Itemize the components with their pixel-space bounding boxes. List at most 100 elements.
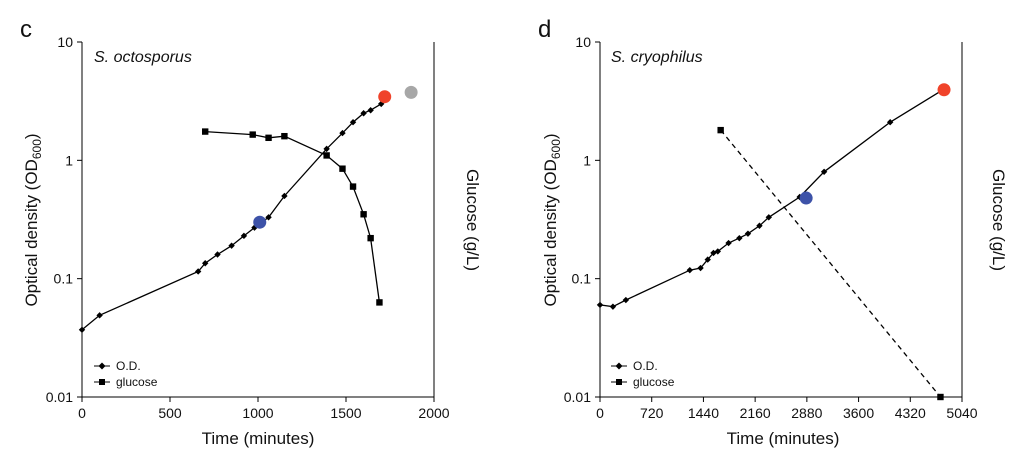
glucose-data-point xyxy=(265,134,272,142)
legend-od-marker xyxy=(615,362,623,370)
panel-letter-d: d xyxy=(538,16,551,43)
panel-c-y-axis-label: Optical density (OD600) xyxy=(22,133,44,306)
od-series-line xyxy=(81,103,382,331)
panel-d-markers xyxy=(596,87,946,401)
od-data-point xyxy=(240,232,248,240)
panel-c-title: S. octosporus xyxy=(94,49,192,66)
y-tick-label: 10 xyxy=(57,34,73,50)
glucose-data-point xyxy=(339,165,346,172)
glucose-data-point xyxy=(937,393,944,401)
od-data-point xyxy=(349,119,357,126)
od-data-point xyxy=(622,296,630,304)
panel-c-x-ticks: 0 500 1000 1500 2000 xyxy=(78,397,450,421)
od-data-point xyxy=(323,145,330,153)
od-data-point xyxy=(725,239,732,247)
highlight-point xyxy=(253,215,267,229)
od-data-point xyxy=(714,248,721,255)
y-tick-label: 0.1 xyxy=(572,271,592,287)
panel-c-y-ticks: 0.01 0.1 1 10 xyxy=(46,34,82,405)
panel-c-legend-od: O.D. xyxy=(116,359,141,373)
x-tick-label: 2000 xyxy=(418,405,449,421)
od-data-point xyxy=(265,214,272,221)
legend-od-marker xyxy=(98,362,106,370)
od-data-point xyxy=(886,119,894,126)
panel-c-y-label-sub: 600 xyxy=(30,139,44,159)
y-tick-label: 0.1 xyxy=(54,271,74,287)
panel-d-y-label-main: Optical density (OD xyxy=(541,159,560,306)
highlight-point xyxy=(799,191,813,205)
od-data-point xyxy=(339,129,346,137)
x-tick-label: 2880 xyxy=(791,405,822,421)
glucose-data-point xyxy=(349,183,357,190)
panel-c-series-lines xyxy=(81,103,382,331)
panel-d-y-label-end: ) xyxy=(541,133,560,139)
x-tick-label: 1440 xyxy=(688,405,719,421)
panel-d-series-lines xyxy=(599,89,943,398)
od-data-point xyxy=(820,168,828,176)
x-tick-label: 1500 xyxy=(330,405,361,421)
od-data-point xyxy=(596,301,604,309)
y-tick-label: 10 xyxy=(575,34,591,50)
panel-c-legend: O.D. glucose xyxy=(94,359,158,389)
panel-d-x-axis-label: Time (minutes) xyxy=(727,429,840,448)
legend-glucose-marker xyxy=(616,379,622,385)
od-data-point xyxy=(78,326,86,333)
glucose-series-line xyxy=(205,130,381,303)
glucose-data-point xyxy=(323,152,330,159)
glucose-data-point xyxy=(717,126,724,134)
od-data-point xyxy=(367,107,374,114)
panel-c-markers xyxy=(78,100,385,333)
x-tick-label: 1000 xyxy=(242,405,273,421)
highlight-point xyxy=(937,83,951,97)
legend-glucose-marker xyxy=(99,379,105,385)
x-tick-label: 720 xyxy=(640,405,664,421)
x-tick-label: 3600 xyxy=(843,405,874,421)
panel-c-chart: c S. octosporus 0 500 1000 1500 2000 0.01 0.1… xyxy=(20,16,482,448)
panel-c-highlight-points xyxy=(253,85,418,229)
od-data-point xyxy=(736,234,743,242)
od-data-point xyxy=(609,303,617,310)
od-data-point xyxy=(697,264,704,272)
glucose-data-point xyxy=(202,128,209,135)
panel-letter-c: c xyxy=(20,16,32,43)
y-tick-label: 0.01 xyxy=(46,389,73,405)
od-data-point xyxy=(765,214,772,221)
panel-d-axes xyxy=(599,42,963,398)
od-data-point xyxy=(281,192,288,200)
panel-c-y-label-end: ) xyxy=(22,133,41,139)
glucose-data-point xyxy=(281,132,288,140)
panel-d-y-axis-label: Optical density (OD600) xyxy=(541,133,563,306)
od-data-point xyxy=(686,266,693,274)
od-data-point xyxy=(744,230,752,237)
od-data-point xyxy=(360,110,367,117)
glucose-data-point xyxy=(367,234,374,242)
glucose-data-point xyxy=(360,211,367,218)
panel-d-y2-axis-label: Glucose (g/L) xyxy=(989,169,1008,271)
x-tick-label: 4320 xyxy=(895,405,926,421)
y-tick-label: 0.01 xyxy=(564,389,591,405)
od-data-point xyxy=(96,312,103,319)
od-data-point xyxy=(214,251,221,258)
panel-d-legend-od: O.D. xyxy=(633,359,658,373)
panel-d-title: S. cryophilus xyxy=(611,49,703,66)
panel-d-chart: d S. cryophilus 0 720 1440 2160 2880 3600 4320… xyxy=(538,16,1008,448)
od-data-point xyxy=(194,268,202,275)
panel-d-legend-glucose: glucose xyxy=(633,375,675,389)
highlight-point xyxy=(404,85,418,99)
x-tick-label: 500 xyxy=(158,405,182,421)
panel-d-highlight-points xyxy=(799,83,951,205)
panel-d-y-ticks: 0.01 0.1 1 10 xyxy=(564,34,600,405)
panel-d-x-ticks: 0 720 1440 2160 2880 3600 4320 5040 xyxy=(596,397,978,421)
od-data-point xyxy=(756,222,763,229)
od-data-point xyxy=(704,256,711,263)
highlight-point xyxy=(378,90,392,104)
panel-c-y-label-main: Optical density (OD xyxy=(22,159,41,306)
x-tick-label: 0 xyxy=(78,405,86,421)
y-tick-label: 1 xyxy=(65,152,73,168)
panel-c-y2-axis-label: Glucose (g/L) xyxy=(463,169,482,271)
panel-c-legend-glucose: glucose xyxy=(116,375,158,389)
x-tick-label: 2160 xyxy=(740,405,771,421)
x-tick-label: 0 xyxy=(596,405,604,421)
panel-c-x-axis-label: Time (minutes) xyxy=(202,429,315,448)
